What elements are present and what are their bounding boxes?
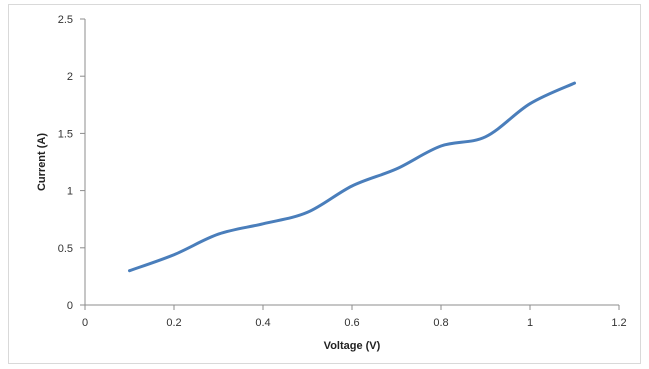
- x-tick-label: 0.6: [344, 317, 359, 329]
- y-tick-label: 2.5: [58, 14, 73, 26]
- y-tick-label: 1: [67, 186, 73, 198]
- y-tick-label: 1.5: [58, 128, 73, 140]
- chart-frame: [8, 4, 641, 364]
- x-tick-label: 0.2: [166, 317, 181, 329]
- x-tick-label: 0.8: [433, 317, 448, 329]
- y-tick-labels: 0 0.5 1 1.5 2 2.5: [58, 14, 85, 312]
- x-tick-label: 0: [82, 317, 88, 329]
- series-line: [128, 81, 576, 273]
- y-axis-title: Current (A): [36, 133, 48, 191]
- y-tick-label: 0: [67, 300, 73, 312]
- x-tick-label: 1.2: [611, 317, 626, 329]
- x-tick-label: 0.4: [255, 317, 270, 329]
- series-layer: [128, 81, 576, 273]
- x-tick-label: 1: [527, 317, 533, 329]
- x-axis-title: Voltage (V): [324, 340, 381, 352]
- y-tick-label: 2: [67, 71, 73, 83]
- x-tick-labels: 0 0.2 0.4 0.6 0.8 1 1.2: [82, 305, 627, 329]
- axes: [84, 19, 619, 306]
- y-tick-label: 0.5: [58, 243, 73, 255]
